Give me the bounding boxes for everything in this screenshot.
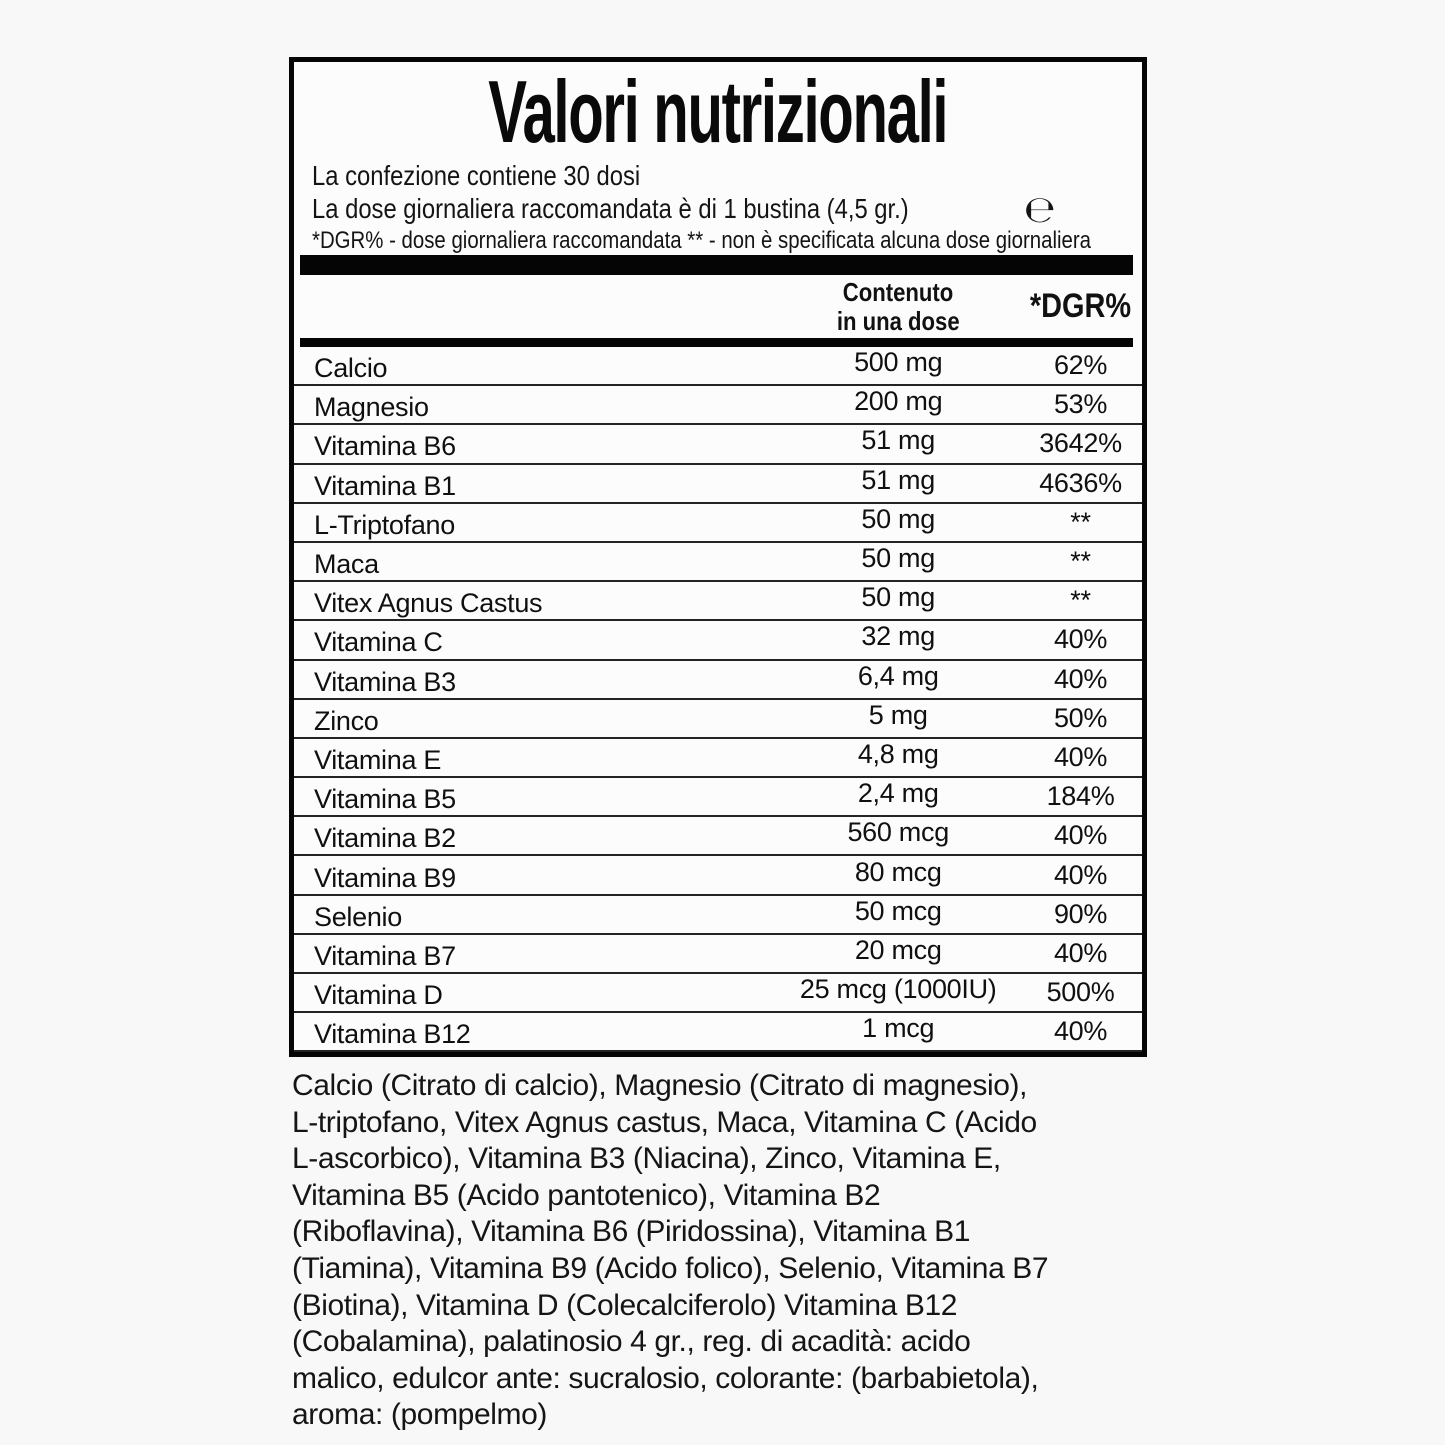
column-header-dgr: *DGR% [1029, 287, 1132, 325]
nutrient-dgr: 40% [1053, 663, 1108, 694]
nutrient-amount: 1 mcg [862, 1013, 935, 1044]
nutrient-name: Vitamina B2 [314, 823, 456, 854]
nutrient-name: Magnesio [314, 392, 429, 423]
page-title: Valori nutrizionali [294, 62, 1142, 161]
nutrient-name: Vitamina B9 [314, 862, 456, 893]
ingredients-line: (Riboflavina), Vitamina B6 (Piridossina)… [292, 1215, 970, 1249]
nutrition-label-box: Valori nutrizionali La confezione contie… [289, 57, 1147, 1057]
nutrient-dgr: 40% [1053, 820, 1108, 851]
nutrient-amount: 4,8 mg [857, 738, 939, 769]
divider-bar-medium [300, 338, 1133, 347]
page-title-text: Valori nutrizionali [488, 62, 949, 161]
ingredients-line: (Biotina), Vitamina D (Colecalciferolo) … [292, 1288, 958, 1322]
table-row: Calcio 500 mg 62% [294, 347, 1142, 387]
column-header-amount: Contenuto in una dose [836, 276, 960, 336]
nutrient-amount: 32 mg [861, 621, 935, 652]
nutrient-name: Vitamina D [314, 980, 443, 1011]
ingredients-line: (Cobalamina), palatinosio 4 gr., reg. di… [292, 1325, 971, 1359]
nutrient-name: Zinco [314, 705, 379, 736]
intro-line-dgr-note: *DGR% - dose giornaliera raccomandata **… [312, 227, 1092, 254]
table-row: Vitamina B12 1 mcg 40% [294, 1013, 1142, 1053]
nutrient-name: Vitamina E [314, 744, 442, 775]
nutrient-name: Calcio [314, 353, 388, 384]
nutrient-dgr: 40% [1053, 624, 1108, 655]
nutrient-name: Vitamina B3 [314, 666, 456, 697]
nutrient-name: L-Triptofano [314, 509, 455, 540]
nutrient-amount: 2,4 mg [857, 778, 939, 809]
nutrient-dgr: ** [1070, 506, 1091, 537]
nutrient-dgr: 40% [1053, 937, 1108, 968]
intro-line-doses: La confezione contiene 30 dosi [312, 160, 641, 191]
ingredients-line: L-triptofano, Vitex Agnus castus, Maca, … [292, 1105, 1037, 1139]
nutrient-amount: 500 mg [854, 347, 943, 378]
nutrient-name: Vitex Agnus Castus [314, 588, 543, 619]
table-row: Vitamina B9 80 mcg 40% [294, 856, 1142, 896]
ingredients-line: malico, edulcor ante: sucralosio, colora… [292, 1361, 1039, 1395]
nutrient-amount: 6,4 mg [857, 660, 939, 691]
nutrient-dgr: 184% [1046, 781, 1115, 812]
nutrient-dgr: 62% [1053, 350, 1108, 381]
table-header-row: Contenuto in una dose *DGR% [294, 275, 1142, 338]
table-row: Vitamina B7 20 mcg 40% [294, 935, 1142, 974]
nutrient-amount: 25 mcg (1000IU) [799, 974, 997, 1005]
nutrient-amount: 50 mg [861, 582, 935, 613]
table-row: Vitamina E 4,8 mg 40% [294, 738, 1142, 779]
nutrition-table: Calcio 500 mg 62% Magnesio 200 mg 53% Vi… [294, 347, 1142, 1053]
nutrient-dgr: 40% [1053, 741, 1108, 772]
ingredients-line: (Tiamina), Vitamina B9 (Acido folico), S… [292, 1251, 1049, 1285]
nutrient-dgr: 50% [1053, 702, 1108, 733]
nutrient-amount: 50 mcg [854, 895, 942, 926]
table-row: Vitamina B3 6,4 mg 40% [294, 661, 1142, 700]
table-row: Vitamina B2 560 mcg 40% [294, 817, 1142, 857]
table-row: Magnesio 200 mg 53% [294, 386, 1142, 426]
nutrient-dgr: 40% [1053, 1016, 1108, 1047]
nutrient-name: Selenio [314, 901, 402, 932]
nutrient-name: Vitamina C [314, 627, 443, 658]
nutrient-dgr: 53% [1053, 389, 1108, 420]
nutrient-dgr: 90% [1053, 898, 1108, 929]
nutrient-amount: 560 mcg [847, 817, 949, 848]
nutrient-amount: 51 mg [861, 425, 935, 456]
nutrient-amount: 50 mg [861, 503, 935, 534]
nutrient-name: Vitamina B6 [314, 431, 456, 462]
table-row: L-Triptofano 50 mg ** [294, 504, 1142, 543]
nutrient-name: Vitamina B7 [314, 940, 456, 971]
divider-bar-thick [300, 255, 1133, 275]
table-row: Selenio 50 mcg 90% [294, 896, 1142, 935]
table-row: Zinco 5 mg 50% [294, 700, 1142, 739]
nutrient-amount: 80 mcg [854, 856, 942, 887]
estimated-sign-icon: ℮ [1023, 188, 1056, 231]
nutrient-dgr: 500% [1046, 977, 1115, 1008]
nutrient-dgr: 40% [1053, 859, 1108, 890]
nutrient-amount: 200 mg [854, 386, 943, 417]
table-row: Vitex Agnus Castus 50 mg ** [294, 582, 1142, 622]
nutrient-dgr: 4636% [1039, 467, 1122, 498]
ingredients-paragraph: Calcio (Citrato di calcio), Magnesio (Ci… [292, 1068, 1432, 1434]
nutrient-amount: 5 mg [868, 699, 928, 730]
nutrient-name: Vitamina B5 [314, 784, 456, 815]
nutrient-amount: 51 mg [861, 464, 935, 495]
table-row: Vitamina D 25 mcg (1000IU) 500% [294, 974, 1142, 1014]
ingredients-line: L-ascorbico), Vitamina B3 (Niacina), Zin… [292, 1142, 1001, 1176]
table-row: Vitamina C 32 mg 40% [294, 621, 1142, 661]
nutrient-name: Maca [314, 549, 379, 580]
ingredients-line: Calcio (Citrato di calcio), Magnesio (Ci… [292, 1069, 1028, 1102]
table-row: Vitamina B1 51 mg 4636% [294, 465, 1142, 504]
nutrient-dgr: ** [1070, 585, 1091, 616]
nutrient-amount: 20 mcg [854, 934, 942, 965]
ingredients-line: Vitamina B5 (Acido pantotenico), Vitamin… [292, 1178, 881, 1212]
intro-line-daily-dose: La dose giornaliera raccomandata è di 1 … [312, 188, 1056, 231]
table-row: Vitamina B6 51 mg 3642% [294, 425, 1142, 465]
table-row: Maca 50 mg ** [294, 543, 1142, 583]
table-row: Vitamina B5 2,4 mg 184% [294, 778, 1142, 818]
nutrient-name: Vitamina B1 [314, 470, 456, 501]
nutrient-dgr: 3642% [1039, 428, 1122, 459]
nutrient-dgr: ** [1070, 546, 1091, 577]
nutrient-name: Vitamina B12 [314, 1019, 471, 1050]
nutrient-amount: 50 mg [861, 543, 935, 574]
ingredients-line: aroma: (pompelmo) [292, 1398, 547, 1432]
label-intro: La confezione contiene 30 dosi La dose g… [312, 160, 1142, 255]
